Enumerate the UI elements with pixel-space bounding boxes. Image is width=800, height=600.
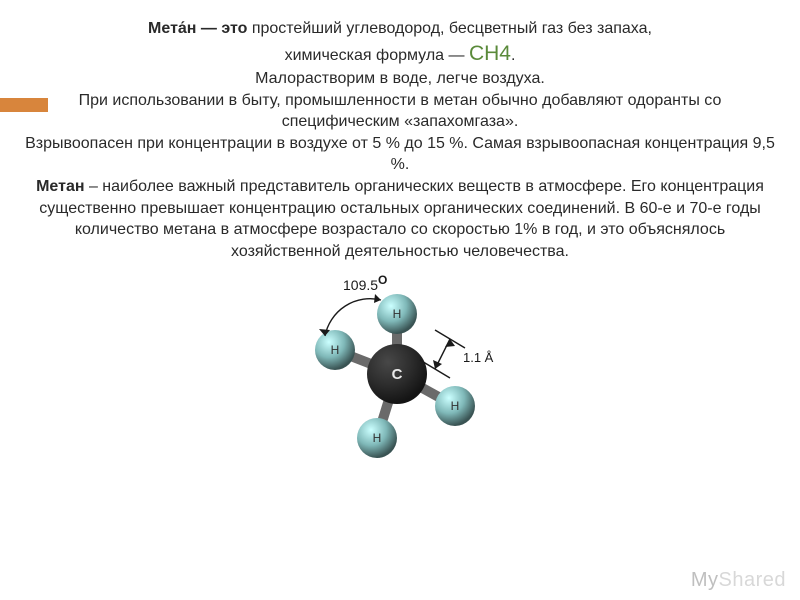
term-methane: Мета́н — это	[148, 20, 247, 37]
molecule-figure: C H H H H 109.5O 1.1 Å	[24, 270, 776, 470]
term-methane-2: Метан	[36, 178, 84, 195]
p2-suffix: .	[511, 47, 515, 64]
watermark-part1: My	[691, 569, 719, 591]
chemical-formula: CH4	[469, 42, 511, 65]
p2-prefix: химическая формула —	[285, 47, 469, 64]
svg-text:H: H	[393, 307, 402, 321]
svg-text:H: H	[331, 343, 340, 357]
watermark-part2: Shared	[719, 569, 787, 591]
paragraph-4: При использовании в быту, промышленности…	[24, 90, 776, 133]
paragraph-3: Малорастворим в воде, легче воздуха.	[24, 68, 776, 90]
p1-rest: простейший углеводород, бесцветный газ б…	[247, 20, 652, 37]
p6-rest: – наиболее важный представитель органиче…	[39, 178, 764, 260]
svg-text:H: H	[451, 399, 460, 413]
paragraph-5: Взрывоопасен при концентрации в воздухе …	[24, 133, 776, 176]
svg-text:C: C	[392, 366, 403, 383]
slide: Мета́н — это простейший углеводород, бес…	[0, 0, 800, 600]
svg-text:H: H	[373, 431, 382, 445]
body-text: Мета́н — это простейший углеводород, бес…	[24, 18, 776, 262]
paragraph-1: Мета́н — это простейший углеводород, бес…	[24, 18, 776, 40]
methane-molecule-diagram: C H H H H 109.5O 1.1 Å	[285, 270, 515, 470]
paragraph-2: химическая формула — CH4.	[24, 40, 776, 68]
paragraph-6: Метан – наиболее важный представитель ор…	[24, 176, 776, 262]
svg-text:1.1 Å: 1.1 Å	[463, 350, 494, 365]
svg-text:109.5O: 109.5O	[343, 273, 387, 293]
accent-bar	[0, 98, 48, 112]
watermark: MyShared	[691, 569, 786, 592]
